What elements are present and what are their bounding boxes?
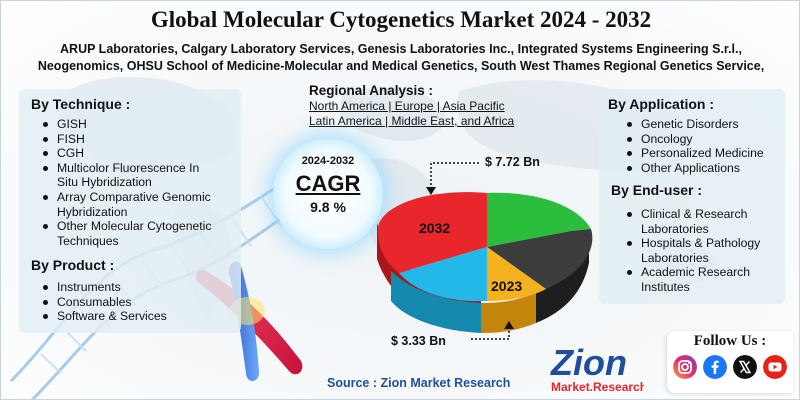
list-item-line: Laboratories xyxy=(641,250,709,265)
segment-panel-left xyxy=(19,89,241,333)
pie-side-blue xyxy=(391,271,481,333)
cagr-label: CAGR xyxy=(295,171,361,196)
list-item: FISH xyxy=(41,132,241,147)
list-item-line: Techniques xyxy=(57,233,119,248)
list-item: Personalized Medicine xyxy=(625,146,795,161)
list-item: GISH xyxy=(41,117,241,132)
list-item-line: Hospitals & Pathology xyxy=(641,236,761,251)
pie-label-2032: 2032 xyxy=(419,220,450,236)
list-item-line: Laboratories xyxy=(641,221,709,236)
pie-label-2023: 2023 xyxy=(491,278,522,294)
youtube-icon[interactable] xyxy=(763,355,787,379)
leader-arrow-2023 xyxy=(504,321,514,329)
list-item-line: Hybridization xyxy=(57,204,128,219)
list-item: Academic Research Institutes xyxy=(625,265,795,294)
regional-analysis-line-1: North America | Europe | Asia Pacific xyxy=(309,99,505,113)
list-item: Software & Services xyxy=(41,309,241,324)
list-item: Oncology xyxy=(625,132,795,147)
list-item: Array Comparative Genomic Hybridization xyxy=(41,190,241,219)
x-icon[interactable] xyxy=(733,355,757,379)
zion-logo: Zion Market.Research xyxy=(550,342,644,394)
list-item: Genetic Disorders xyxy=(625,117,795,132)
logo-sub-text: Market.Research xyxy=(551,380,644,394)
list-item: Clinical & Research Laboratories xyxy=(625,207,795,236)
list-item-line: Institutes xyxy=(641,279,690,294)
list-item-line: Other Molecular Cytogenetic xyxy=(57,219,212,234)
follow-us-panel: Follow Us : xyxy=(667,331,793,393)
value-2032: $ 7.72 Bn xyxy=(485,155,540,169)
cagr-value: 9.8 % xyxy=(310,199,346,215)
pie-slice-green xyxy=(487,192,591,247)
technique-list: GISH FISH CGH Multicolor Fluorescence In… xyxy=(41,117,241,248)
pie-slice-2032 xyxy=(377,192,487,273)
product-list: Instruments Consumables Software & Servi… xyxy=(41,280,241,324)
cagr-badge: 2024-2032 CAGR 9.8 % xyxy=(273,139,383,249)
facebook-icon[interactable] xyxy=(703,355,727,379)
company-list: ARUP Laboratories, Calgary Laboratory Se… xyxy=(15,41,787,75)
list-item-line: Multicolor Fluorescence In xyxy=(57,160,200,175)
source-credit: Source : Zion Market Research xyxy=(327,376,511,390)
list-item: Hospitals & Pathology Laboratories xyxy=(625,236,795,265)
list-item-line: Array Comparative Genomic xyxy=(57,189,211,204)
list-item: Other Molecular Cytogenetic Techniques xyxy=(41,219,241,248)
market-pie-chart: 2032 2023 xyxy=(377,162,593,340)
list-item-line: Situ Hybridization xyxy=(57,175,152,190)
logo-main-text: Zion xyxy=(550,342,627,383)
list-item-line: Clinical & Research xyxy=(641,207,748,221)
pie-slice-blue xyxy=(399,247,487,302)
regional-analysis-line-2: Latin America | Middle East, and Africa xyxy=(309,114,515,128)
pie-slice-black xyxy=(487,229,593,289)
page-title: Global Molecular Cytogenetics Market 202… xyxy=(150,7,652,32)
company-list-line-2: Neogenomics, OHSU School of Medicine-Mol… xyxy=(37,59,765,73)
company-list-line-1: ARUP Laboratories, Calgary Laboratory Se… xyxy=(60,42,742,56)
technique-heading: By Technique : xyxy=(31,96,131,112)
list-item: Consumables xyxy=(41,295,241,310)
leader-line-2032 xyxy=(430,162,481,193)
enduser-heading: By End-user : xyxy=(611,182,703,198)
list-item: Multicolor Fluorescence In Situ Hybridiza… xyxy=(41,161,241,190)
instagram-icon[interactable] xyxy=(673,355,697,379)
list-item: Other Applications xyxy=(625,161,795,176)
enduser-list: Clinical & Research Laboratories Hospital… xyxy=(625,207,795,295)
list-item: CGH xyxy=(41,146,241,161)
regional-analysis-heading: Regional Analysis : xyxy=(309,83,434,98)
pie-slice-2023 xyxy=(487,247,546,301)
list-item-line: Academic Research xyxy=(641,265,751,280)
leader-arrow-2032 xyxy=(426,187,436,195)
list-item: Instruments xyxy=(41,280,241,295)
cagr-years: 2024-2032 xyxy=(301,155,355,167)
follow-us-label: Follow Us : xyxy=(693,333,767,349)
product-heading: By Product : xyxy=(31,257,115,273)
value-2023: $ 3.33 Bn xyxy=(391,334,446,348)
application-list: Genetic Disorders Oncology Personalized … xyxy=(625,117,795,175)
application-heading: By Application : xyxy=(608,96,715,112)
pie-side-yellow xyxy=(481,293,536,333)
